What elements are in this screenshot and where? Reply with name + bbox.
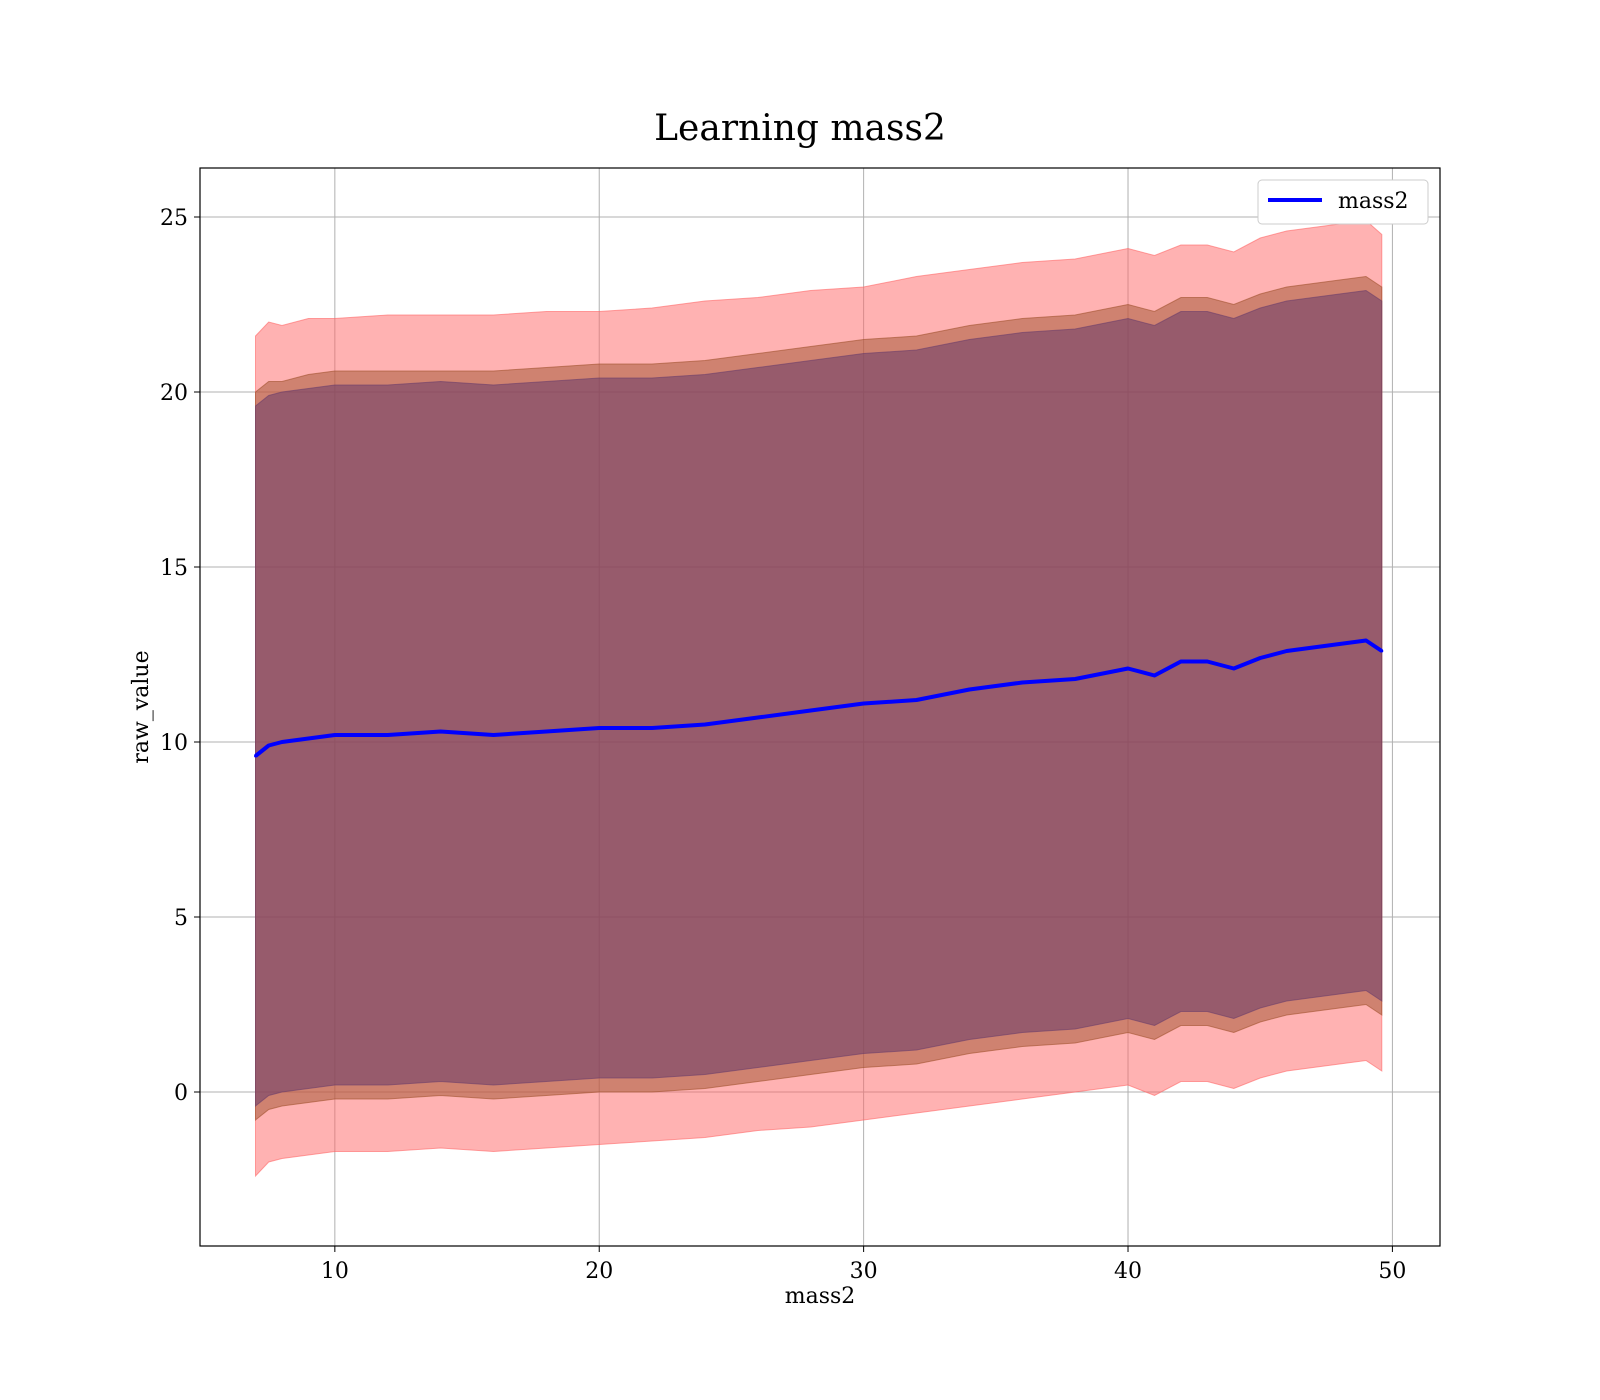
x-tick-label: 50 [1378,1259,1406,1284]
series-point [1338,642,1341,646]
series-point [915,698,918,702]
series-point [280,740,284,744]
series-point [1364,639,1368,642]
confidence-bands [255,219,1383,1178]
series-point [1232,667,1236,670]
series-point [1153,674,1156,677]
series-point [1020,681,1024,684]
x-tick-label: 30 [850,1259,878,1284]
series-point [544,730,548,733]
legend-label-mass2: mass2 [1338,189,1409,214]
series-point [439,730,443,733]
x-tick-label: 40 [1114,1259,1142,1284]
series-point [756,716,760,719]
series-point [597,726,601,730]
plot-frame [199,167,1441,1247]
series-line-mass2 [254,638,1383,758]
y-tick-label: 10 [160,731,188,756]
series-point [254,754,257,758]
x-tick-label: 20 [585,1259,613,1284]
series-point [650,726,654,730]
series-point [1258,656,1262,660]
series-point [862,702,866,705]
series-point [333,733,337,737]
series-point [386,733,390,737]
y-tick-label: 15 [160,556,188,581]
plot-area: 10 20 30 40 50 0 5 10 15 20 25 [160,167,1441,1284]
series-point [703,723,707,726]
y-axis-label: raw_value [129,650,154,763]
legend: mass2 [1257,179,1429,225]
y-tick-label: 0 [174,1081,188,1106]
y-tick-label: 5 [174,906,188,931]
series-point [492,733,495,737]
y-tick-label: 25 [160,206,188,231]
band-2 [255,289,1383,1108]
series-point [809,709,813,712]
series-point [1205,660,1209,663]
series-point [267,744,271,747]
series-point [1311,646,1315,649]
x-tick-label: 10 [321,1259,349,1284]
series-point [967,688,971,691]
chart-title: Learning mass2 [654,108,946,149]
series-point [1126,667,1130,670]
y-tick-label: 20 [160,381,188,406]
series-point [1073,677,1077,681]
x-axis-label: mass2 [785,1284,856,1309]
axis-ticks: 10 20 30 40 50 0 5 10 15 20 25 [160,206,1406,1284]
series-lines [254,638,1384,758]
series-point [1380,649,1384,653]
series-point [306,737,310,740]
series-point [1285,649,1289,653]
series-point [1179,660,1183,663]
legend-box [1257,179,1429,225]
